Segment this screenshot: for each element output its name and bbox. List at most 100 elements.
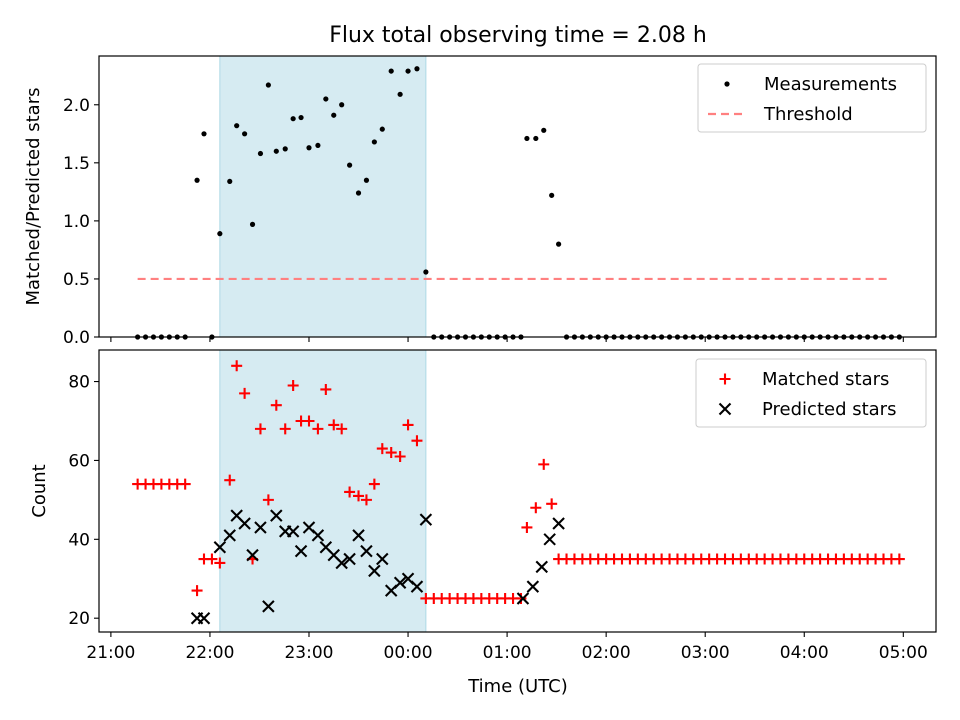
matched-point: [344, 486, 356, 498]
y-axis-label: Matched/Predicted stars: [23, 88, 44, 306]
counts-panel: 20 40 60 80 21:00 22:00 23:00 00:00 01:00 02:00 03…: [29, 349, 937, 663]
matched-point: [270, 399, 282, 411]
x-axis-label: Time (UTC): [467, 676, 568, 697]
data-point: [363, 177, 370, 183]
matched-point: [328, 419, 340, 431]
matched-point: [254, 423, 266, 435]
legend-swatch-dot: [724, 81, 730, 87]
legend-label: Measurements: [764, 74, 897, 95]
predicted-point: [419, 513, 433, 526]
x-tick-label: 00:00: [384, 643, 433, 663]
matched-point: [530, 502, 542, 514]
predicted-point: [376, 552, 389, 566]
legend: Matched stars Predicted stars: [695, 358, 927, 428]
x-tick-label: 03:00: [681, 643, 730, 663]
matched-point: [224, 474, 236, 486]
chart-title: Flux total observing time = 2.08 h: [329, 23, 707, 48]
data-point: [397, 91, 403, 97]
legend-swatch-plus: [719, 373, 731, 385]
predicted-point: [311, 529, 325, 542]
data-point: [194, 177, 200, 183]
y-tick-label: 1.5: [63, 154, 90, 174]
data-point: [323, 96, 329, 102]
legend: Measurements Threshold: [697, 63, 927, 133]
predicted-point: [238, 517, 251, 530]
data-point: [355, 190, 362, 196]
matched-point: [376, 443, 388, 455]
predicted-point: [254, 521, 267, 534]
series-predicted-stars: [190, 509, 565, 625]
axes-frame: [98, 349, 937, 633]
matched-point: [312, 423, 324, 435]
y-axis-label: Count: [29, 464, 50, 517]
matched-point: [206, 553, 218, 565]
data-point: [306, 145, 312, 151]
data-point: [524, 135, 530, 142]
x-tick-label: 04:00: [780, 643, 829, 663]
legend-label: Predicted stars: [762, 399, 896, 420]
matched-point: [515, 592, 527, 604]
data-point: [388, 68, 394, 74]
data-point: [414, 66, 420, 72]
matched-point: [320, 383, 332, 395]
data-point: [405, 68, 411, 74]
matched-point: [214, 557, 226, 569]
x-tick-label: 05:00: [879, 643, 928, 663]
predicted-point: [197, 611, 211, 625]
matched-point: [353, 490, 365, 502]
predicted-point: [552, 517, 565, 530]
predicted-point: [543, 533, 556, 546]
predicted-point: [294, 544, 308, 558]
matched-point: [303, 415, 315, 427]
x-tick-label: 23:00: [284, 643, 333, 663]
x-tick-label: 21:00: [86, 643, 135, 663]
matched-point: [411, 435, 423, 447]
x-tick-label: 02:00: [582, 643, 631, 663]
predicted-point: [535, 560, 549, 574]
legend-box: [697, 63, 927, 133]
data-point: [371, 139, 377, 145]
y-tick-label: 1.0: [63, 212, 90, 232]
predicted-point: [352, 529, 365, 542]
data-point: [533, 135, 539, 142]
matched-point: [287, 379, 299, 391]
predicted-point: [262, 600, 275, 613]
legend-label: Threshold: [763, 104, 853, 125]
data-point: [379, 126, 385, 132]
matched-point: [231, 360, 243, 372]
predicted-point: [246, 548, 259, 562]
matched-point: [179, 478, 191, 490]
ratio-panel: 0.0 0.5 1.0 1.5 2.0 Matched/Predicted stars Me…: [23, 55, 937, 348]
matched-point: [368, 478, 380, 490]
data-point: [249, 221, 256, 227]
data-point: [541, 127, 547, 133]
data-point: [347, 162, 353, 168]
data-point: [315, 142, 321, 149]
predicted-point: [270, 509, 283, 522]
x-tick-label: 22:00: [185, 643, 234, 663]
matched-point: [262, 494, 274, 506]
predicted-point: [368, 564, 381, 578]
data-point: [331, 112, 337, 118]
axes-frame: [98, 55, 937, 338]
series-matched-stars: [132, 360, 905, 604]
matched-point: [191, 585, 203, 597]
legend-swatch-x: [718, 402, 732, 416]
y-tick-label: 40: [68, 530, 90, 550]
predicted-point: [393, 576, 407, 589]
y-tick-label: 80: [68, 373, 90, 393]
predicted-point: [335, 556, 348, 570]
data-point: [273, 148, 279, 154]
matched-point: [538, 458, 550, 470]
x-tick-label: 01:00: [483, 643, 532, 663]
y-tick-label: 0.5: [63, 270, 90, 290]
data-point: [217, 231, 223, 237]
predicted-point: [410, 580, 424, 593]
data-point: [298, 114, 304, 121]
predicted-point: [360, 544, 373, 558]
matched-point: [336, 423, 348, 435]
matched-point: [394, 450, 406, 462]
y-tick-label: 0.0: [63, 328, 90, 348]
matched-point: [239, 387, 251, 399]
